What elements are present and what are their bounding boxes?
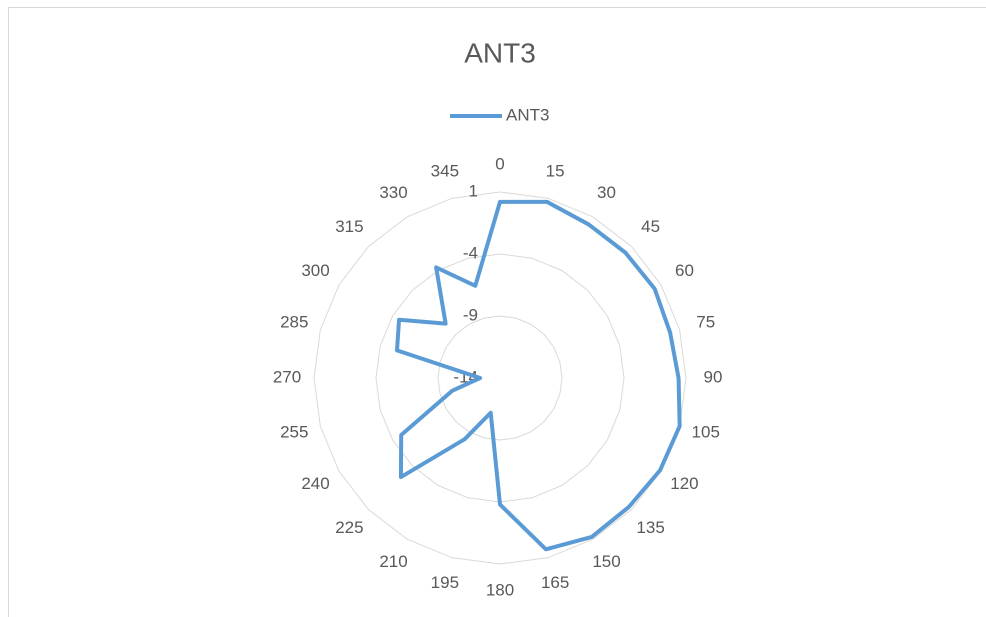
- chart-frame: [8, 7, 986, 617]
- category-label: 345: [431, 162, 459, 181]
- category-label: 270: [273, 367, 301, 386]
- grid-ring: [313, 191, 687, 565]
- category-label: 240: [301, 474, 329, 493]
- category-label: 255: [280, 423, 308, 442]
- category-label: 135: [636, 518, 664, 537]
- category-label: 225: [335, 518, 363, 537]
- category-label: 300: [301, 261, 329, 280]
- r-tick-label: -4: [463, 243, 478, 262]
- category-label: 45: [641, 217, 660, 236]
- r-tick-label: 1: [469, 181, 478, 200]
- category-label: 30: [597, 183, 616, 202]
- category-label: 120: [670, 474, 698, 493]
- category-label: 60: [675, 261, 694, 280]
- category-label: 75: [696, 312, 715, 331]
- category-label: 285: [280, 312, 308, 331]
- category-label: 105: [692, 423, 720, 442]
- category-label: 15: [546, 162, 565, 181]
- legend-label: ANT3: [506, 105, 549, 124]
- category-label: 180: [486, 580, 514, 599]
- category-label: 315: [335, 217, 363, 236]
- series-line: [394, 199, 682, 552]
- grid-ring: [437, 315, 563, 441]
- category-label: 150: [592, 552, 620, 571]
- category-label: 165: [541, 573, 569, 592]
- category-label: 90: [704, 367, 723, 386]
- chart-title: ANT3: [464, 37, 536, 68]
- category-label: 210: [379, 552, 407, 571]
- category-label: 195: [431, 573, 459, 592]
- category-label: 330: [379, 183, 407, 202]
- category-label: 0: [495, 154, 504, 173]
- r-tick-label: -9: [463, 305, 478, 324]
